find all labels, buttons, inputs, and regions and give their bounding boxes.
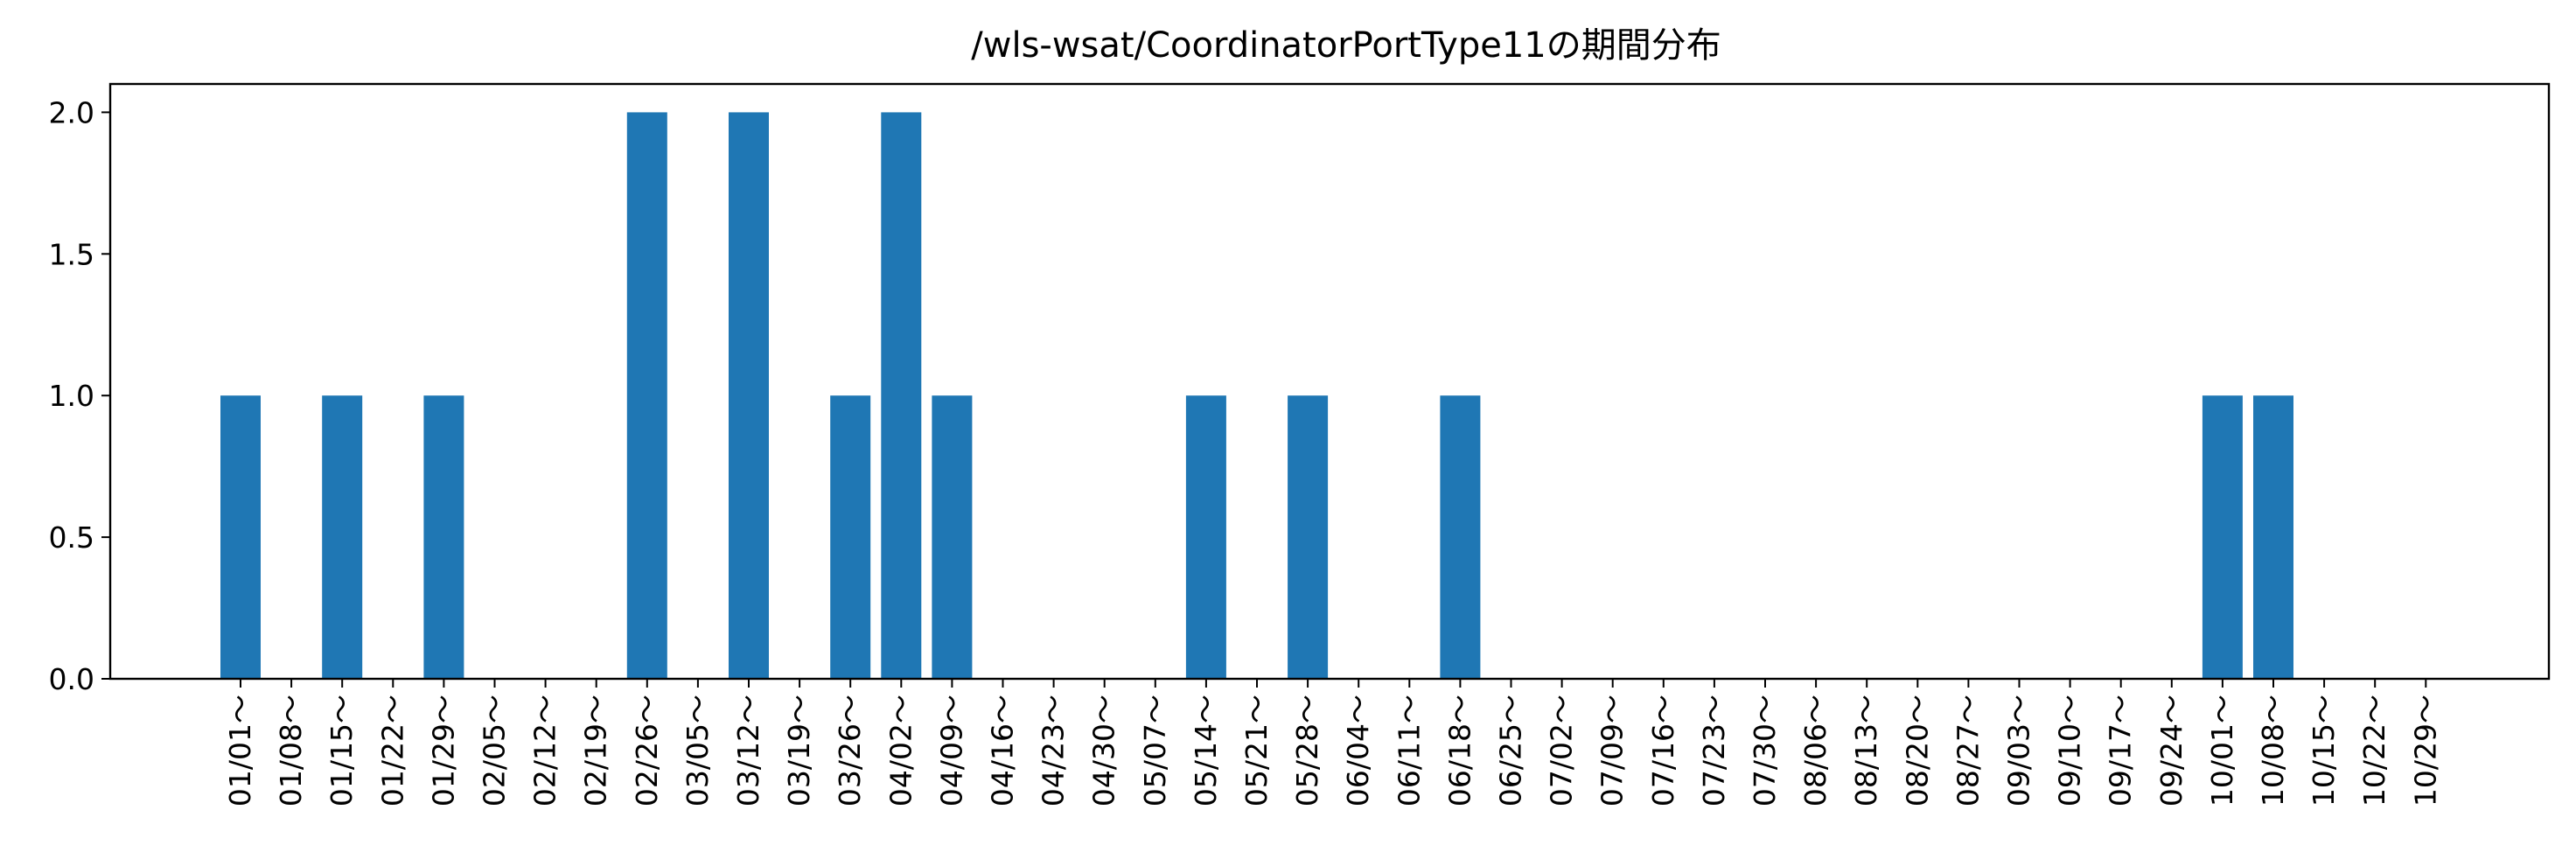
x-tick-label: 07/23～ <box>1697 695 1731 807</box>
x-tick-label: 03/12～ <box>731 695 765 807</box>
x-tick-label: 09/24～ <box>2154 695 2189 807</box>
bar-10/08～ <box>2253 395 2293 679</box>
x-tick-label: 10/29～ <box>2408 695 2442 807</box>
x-tick-label: 07/02～ <box>1545 695 1579 807</box>
x-tick-label: 05/28～ <box>1290 695 1324 807</box>
y-tick-label: 0.5 <box>49 520 94 555</box>
x-tick-label: 03/19～ <box>782 695 816 807</box>
bar-02/26～ <box>626 112 667 679</box>
x-tick-label: 01/15～ <box>325 695 359 807</box>
x-tick-label: 05/21～ <box>1239 695 1274 807</box>
bar-03/26～ <box>830 395 871 679</box>
x-tick-label: 06/25～ <box>1494 695 1528 807</box>
x-tick-label: 01/01～ <box>223 695 257 807</box>
x-tick-label: 04/23～ <box>1037 695 1071 807</box>
bar-06/18～ <box>1440 395 1481 679</box>
bar-01/01～ <box>220 395 261 679</box>
bars-layer <box>220 112 2293 679</box>
y-tick-label: 1.0 <box>49 379 94 413</box>
x-tick-label: 01/08～ <box>274 695 308 807</box>
x-tick-label: 07/16～ <box>1646 695 1680 807</box>
y-tick-label: 1.5 <box>49 237 94 271</box>
x-tick-label: 08/13～ <box>1849 695 1883 807</box>
x-tick-label: 09/10～ <box>2053 695 2087 807</box>
x-tick-label: 09/03～ <box>2002 695 2036 807</box>
bar-01/29～ <box>423 395 464 679</box>
y-axis: 0.0 0.5 1.0 1.5 2.0 <box>49 95 110 696</box>
bar-04/02～ <box>881 112 922 679</box>
x-tick-label: 09/17～ <box>2104 695 2138 807</box>
y-tick-label: 2.0 <box>49 95 94 129</box>
x-tick-label: 01/22～ <box>375 695 409 807</box>
x-tick-label: 02/12～ <box>528 695 562 807</box>
x-tick-label: 02/05～ <box>478 695 512 807</box>
x-tick-label: 08/27～ <box>1951 695 1985 807</box>
chart-title: /wls-wsat/CoordinatorPortType11の期間分布 <box>971 25 1721 66</box>
x-tick-label: 01/29～ <box>426 695 460 807</box>
x-tick-label: 04/09～ <box>934 695 968 807</box>
x-tick-label: 08/20～ <box>1900 695 1934 807</box>
x-tick-label: 04/30～ <box>1087 695 1121 807</box>
y-tick-label: 0.0 <box>49 662 94 696</box>
x-axis: 01/01～ 01/08～ 01/15～ 01/22～ 01/29～ 02/05～ 02/1… <box>223 679 2442 807</box>
x-tick-label: 07/30～ <box>1748 695 1782 807</box>
x-tick-label: 07/09～ <box>1595 695 1630 807</box>
bar-01/15～ <box>322 395 363 679</box>
x-tick-label: 04/16～ <box>986 695 1020 807</box>
bar-05/14～ <box>1185 395 1226 679</box>
x-tick-label: 10/08～ <box>2256 695 2290 807</box>
x-tick-label: 04/02～ <box>883 695 918 807</box>
x-tick-label: 06/18～ <box>1442 695 1476 807</box>
x-tick-label: 06/11～ <box>1392 695 1426 807</box>
bar-04/09～ <box>932 395 973 679</box>
x-tick-label: 02/19～ <box>579 695 613 807</box>
plot-frame <box>108 82 2551 681</box>
bar-05/28～ <box>1288 395 1329 679</box>
x-tick-label: 10/22～ <box>2357 695 2391 807</box>
bar-03/12～ <box>729 112 769 679</box>
bar-10/01～ <box>2202 395 2243 679</box>
x-tick-label: 08/06～ <box>1798 695 1833 807</box>
x-tick-label: 05/07～ <box>1138 695 1172 807</box>
x-tick-label: 10/15～ <box>2307 695 2341 807</box>
x-tick-label: 02/26～ <box>630 695 664 807</box>
x-tick-label: 03/26～ <box>833 695 867 807</box>
x-tick-label: 10/01～ <box>2205 695 2239 807</box>
x-tick-label: 06/04～ <box>1341 695 1375 807</box>
x-tick-label: 05/14～ <box>1189 695 1223 807</box>
x-tick-label: 03/05～ <box>681 695 715 807</box>
